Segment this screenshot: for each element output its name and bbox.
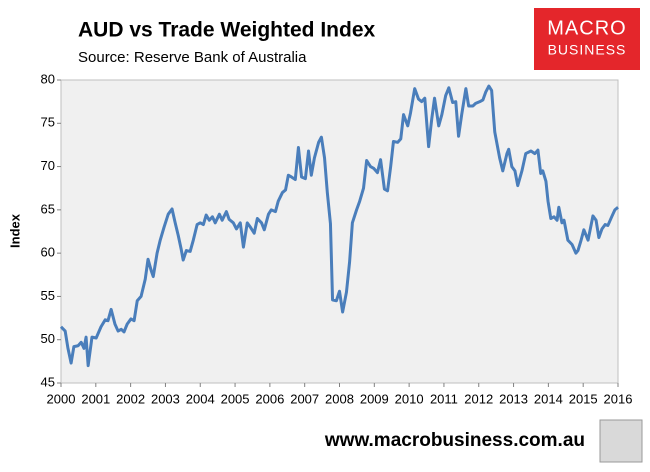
fox-logo (599, 419, 643, 463)
x-tick-label: 2003 (151, 391, 180, 406)
x-tick-label: 2000 (47, 391, 76, 406)
data-line (59, 84, 619, 368)
y-tick-label: 60 (41, 245, 55, 260)
y-tick-label: 45 (41, 374, 55, 389)
y-tick-label: 75 (41, 115, 55, 130)
plot-area (60, 79, 619, 384)
x-tick-label: 2012 (464, 391, 493, 406)
x-tick-label: 2015 (569, 391, 598, 406)
y-tick-label: 55 (41, 288, 55, 303)
website: www.macrobusiness.com.au (324, 430, 585, 451)
x-tick-label: 2010 (395, 391, 424, 406)
x-tick-label: 2011 (430, 391, 458, 406)
x-tick-label: 2007 (290, 391, 319, 406)
y-tick-label: 80 (41, 71, 55, 86)
x-tick-label: 2001 (81, 391, 110, 406)
chart-subtitle: Source: Reserve Bank of Australia (78, 49, 307, 66)
x-tick-label: 2006 (255, 391, 284, 406)
x-tick-label: 2008 (325, 391, 354, 406)
x-tick-label: 2013 (499, 391, 528, 406)
logo-text: MACRO (547, 17, 626, 39)
logo-box (534, 8, 640, 70)
x-tick-label: 2002 (116, 391, 145, 406)
chart-title: AUD vs Trade Weighted Index (78, 19, 375, 42)
logo-text: BUSINESS (548, 42, 627, 58)
y-axis-label: Index (7, 213, 22, 248)
y-tick-label: 70 (41, 158, 55, 173)
x-tick-label: 2016 (604, 391, 633, 406)
x-tick-label: 2004 (186, 391, 215, 406)
y-tick-label: 65 (41, 201, 55, 216)
y-tick-label: 50 (41, 331, 55, 346)
x-tick-label: 2005 (221, 391, 250, 406)
x-tick-label: 2014 (534, 391, 563, 406)
x-tick-label: 2009 (360, 391, 389, 406)
